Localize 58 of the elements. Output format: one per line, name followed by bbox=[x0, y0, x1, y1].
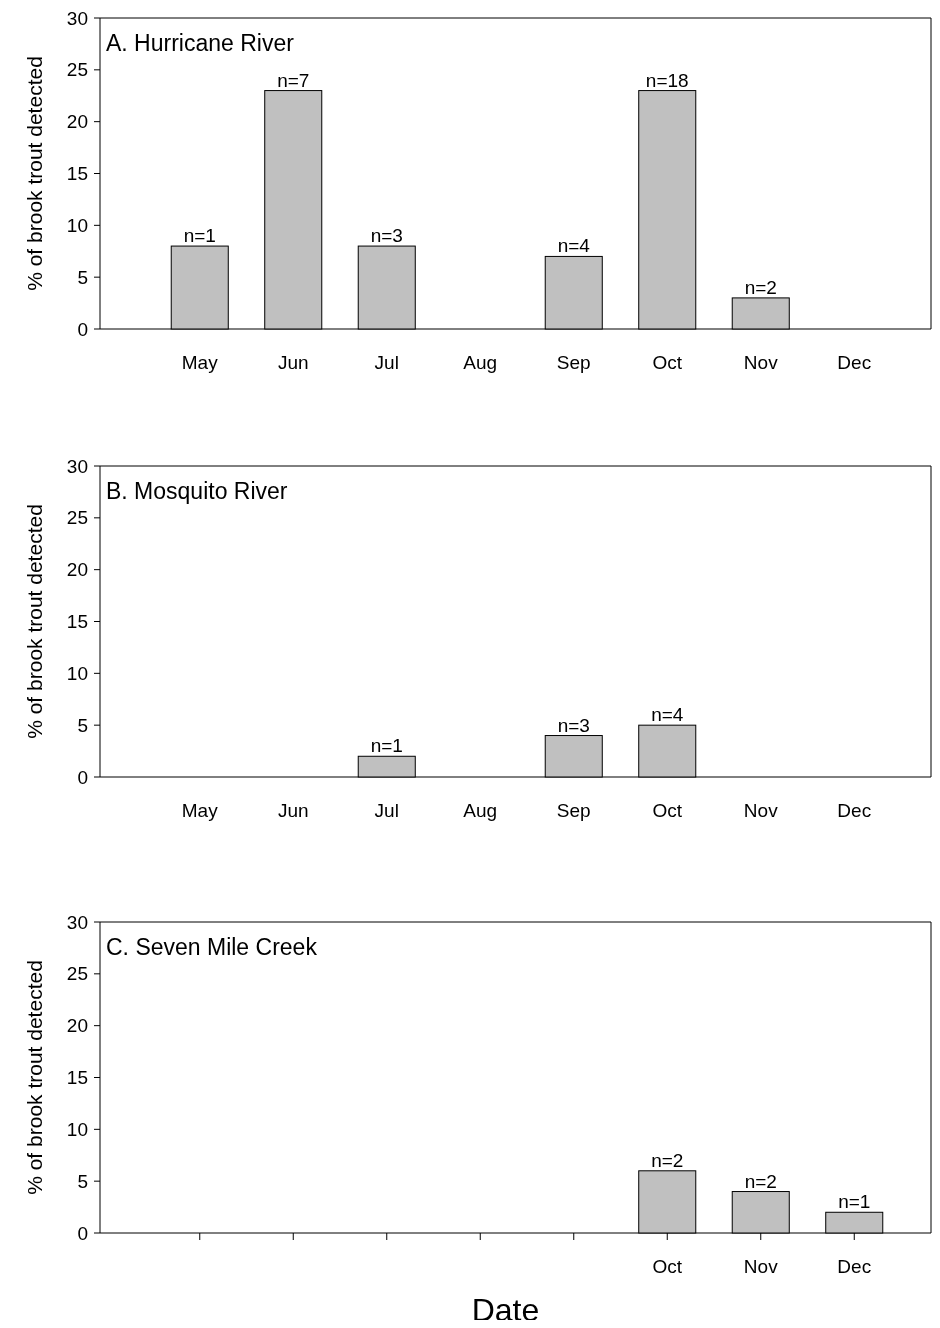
y-tick-label: 0 bbox=[77, 318, 88, 340]
text: B. Mosquito River bbox=[106, 478, 288, 504]
y-tick-label: 10 bbox=[66, 214, 88, 236]
x-tick-label: Oct bbox=[652, 800, 683, 821]
annotation: n=18 bbox=[645, 69, 689, 91]
y-tick-label: 5 bbox=[77, 266, 88, 288]
annotation: n=2 bbox=[744, 276, 777, 298]
x-tick-label: Dec bbox=[837, 1256, 872, 1277]
y-tick-label: 20 bbox=[66, 111, 88, 133]
annotation: n=7 bbox=[277, 69, 310, 91]
annotation: n=4 bbox=[651, 704, 684, 726]
y-tick-label: 10 bbox=[66, 662, 88, 684]
x-tick-label: Dec bbox=[837, 800, 872, 821]
annotation: n=1 bbox=[183, 225, 216, 247]
x-tick-label: Jun bbox=[277, 352, 309, 373]
y-tick-label: 25 bbox=[66, 963, 88, 985]
y-tick-label: 0 bbox=[77, 1222, 88, 1244]
y-tick-label: 0 bbox=[77, 766, 88, 788]
x-tick-label: Oct bbox=[652, 352, 683, 373]
y-axis-title: % of brook trout detected bbox=[23, 504, 46, 739]
x-tick-label: Jul bbox=[374, 352, 399, 373]
y-tick-label: 15 bbox=[66, 163, 88, 185]
x-tick-label: Sep bbox=[556, 352, 591, 373]
annotation: n=4 bbox=[557, 235, 591, 257]
x-tick-label: May bbox=[181, 352, 219, 373]
y-tick-label: 25 bbox=[66, 507, 88, 529]
y-tick-label: 25 bbox=[66, 59, 88, 81]
text: A. Hurricane River bbox=[106, 30, 295, 56]
x-tick-label: Jun bbox=[277, 800, 309, 821]
y-tick-label: 30 bbox=[66, 911, 88, 933]
annotation: n=2 bbox=[744, 1170, 777, 1192]
x-tick-label: Aug bbox=[463, 800, 498, 821]
x-tick-label: Nov bbox=[743, 352, 779, 373]
x-tick-label: Nov bbox=[743, 1256, 779, 1277]
x-tick-label: Dec bbox=[837, 352, 872, 373]
annotation: n=2 bbox=[651, 1149, 684, 1171]
x-tick-label: Aug bbox=[463, 352, 498, 373]
x-tick-label: Oct bbox=[652, 1256, 683, 1277]
annotation: n=1 bbox=[370, 735, 403, 757]
y-tick-label: 20 bbox=[66, 559, 88, 581]
y-tick-label: 5 bbox=[77, 1170, 88, 1192]
y-tick-label: 10 bbox=[66, 1118, 88, 1140]
x-tick-label: Sep bbox=[556, 800, 591, 821]
x-tick-label: Nov bbox=[743, 800, 779, 821]
y-tick-label: 15 bbox=[66, 1067, 88, 1089]
y-tick-label: 15 bbox=[66, 611, 88, 633]
y-tick-label: 20 bbox=[66, 1015, 88, 1037]
annotation: n=3 bbox=[557, 714, 590, 736]
annotation: n=3 bbox=[370, 225, 403, 247]
text: C. Seven Mile Creek bbox=[106, 934, 318, 960]
y-axis-title: % of brook trout detected bbox=[23, 960, 46, 1195]
y-tick-label: 30 bbox=[66, 7, 88, 29]
y-axis-title: % of brook trout detected bbox=[23, 56, 46, 291]
y-tick-label: 30 bbox=[66, 455, 88, 477]
x-tick-label: May bbox=[181, 800, 219, 821]
annotation: n=1 bbox=[838, 1191, 871, 1213]
x-tick-label: Jul bbox=[374, 800, 399, 821]
y-tick-label: 5 bbox=[77, 714, 88, 736]
